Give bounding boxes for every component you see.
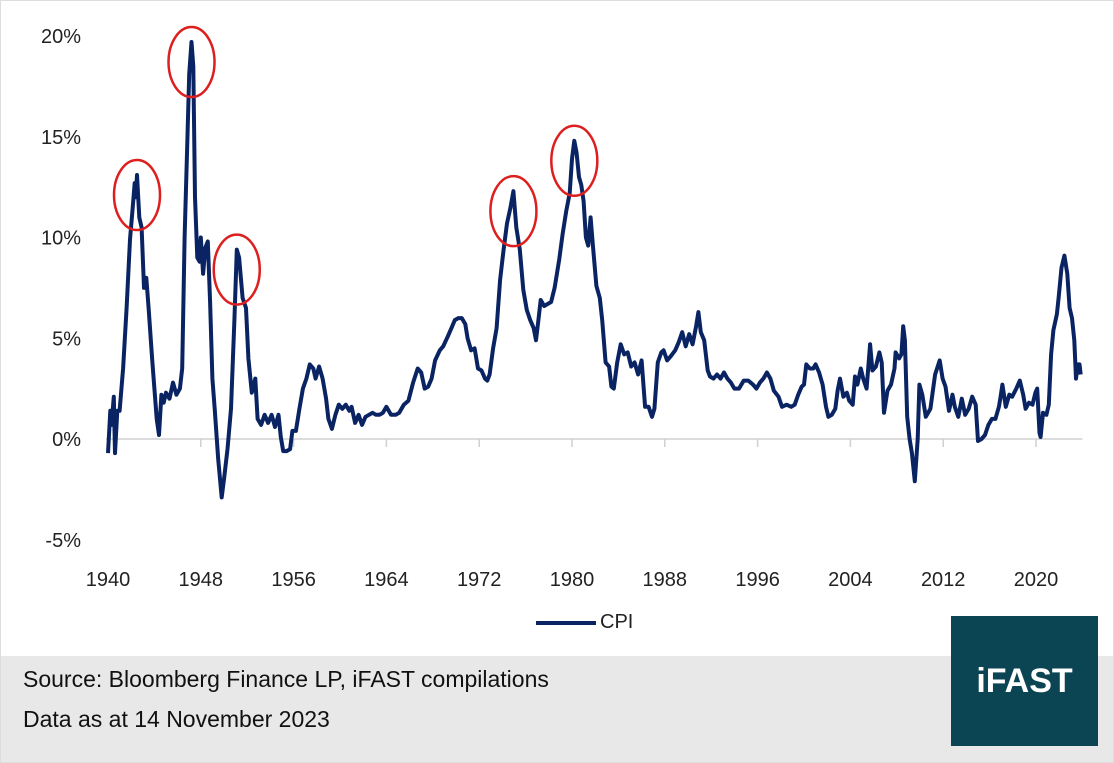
- ifast-logo: iFAST: [951, 616, 1098, 746]
- x-tick-label: 1980: [550, 569, 595, 591]
- peak-highlight-circle: [212, 233, 262, 306]
- y-tick-label: 0%: [52, 429, 81, 451]
- x-tick-label: 1988: [643, 569, 688, 591]
- x-tick-label: 2012: [921, 569, 966, 591]
- y-tick-label: 10%: [41, 228, 81, 250]
- x-tick-label: 1940: [86, 569, 131, 591]
- x-tick-label: 2004: [828, 569, 873, 591]
- x-tick-label: 1964: [364, 569, 409, 591]
- date-note: Data as at 14 November 2023: [23, 706, 330, 732]
- peak-highlight-circle: [550, 124, 599, 198]
- legend-swatch-cpi: [536, 620, 596, 625]
- footer: Source: Bloomberg Finance LP, iFAST comp…: [1, 656, 1113, 762]
- source-note: Source: Bloomberg Finance LP, iFAST comp…: [23, 666, 549, 692]
- legend: CPI: [536, 611, 633, 634]
- legend-label-cpi: CPI: [600, 611, 634, 633]
- line-chart: -5% 0% 5% 10% 15% 20% 1940 1948 1956 1964 1972 198…: [41, 25, 1083, 591]
- logo-text: iFAST: [976, 661, 1073, 700]
- peak-highlight-circle: [112, 158, 162, 232]
- series-line-cpi: [106, 40, 1083, 500]
- x-tick-label: 1956: [271, 569, 316, 591]
- y-tick-label: 5%: [52, 328, 81, 350]
- x-tick-label: 1996: [735, 569, 780, 591]
- x-tick-label: 1948: [179, 569, 224, 591]
- y-tick-label: 15%: [41, 127, 81, 149]
- x-tick-label: 1972: [457, 569, 502, 591]
- y-tick-label: -5%: [45, 530, 81, 552]
- x-tick-label: 2020: [1014, 569, 1059, 591]
- y-tick-label: 20%: [41, 26, 81, 48]
- peak-highlight-circle: [167, 25, 216, 99]
- peak-highlight-circle: [489, 174, 538, 248]
